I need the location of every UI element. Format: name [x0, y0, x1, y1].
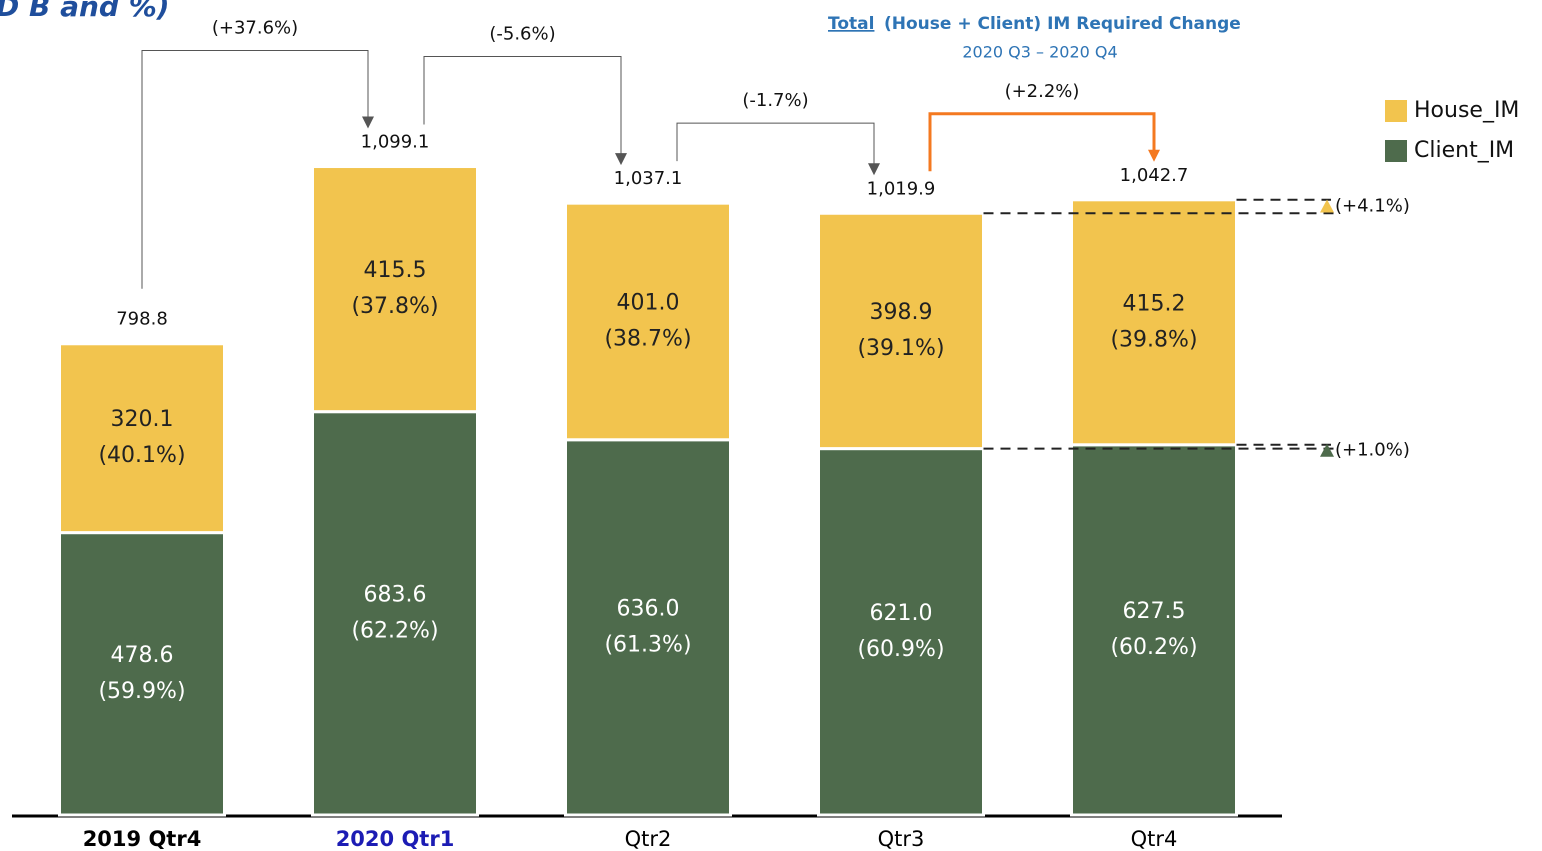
percent-label: (38.7%): [604, 326, 691, 351]
legend-swatch: [1385, 100, 1407, 122]
x-tick-label: 2019 Qtr4: [83, 827, 202, 851]
bar-segment: [564, 438, 732, 817]
change-label: (-5.6%): [489, 24, 555, 45]
header-underlined: Total: [828, 14, 874, 34]
change-label: (-1.7%): [742, 90, 808, 111]
total-label: 1,037.1: [614, 168, 683, 189]
percent-label: (39.8%): [1110, 327, 1197, 352]
percent-label: (61.3%): [604, 632, 691, 657]
bar-segment: [564, 201, 732, 442]
legend-label: House_IM: [1414, 98, 1519, 123]
value-label: 478.6: [111, 643, 174, 668]
arrow-head: [615, 153, 627, 166]
change-triangle: [1320, 199, 1334, 213]
percent-label: (60.2%): [1110, 635, 1197, 660]
value-label: 627.5: [1123, 599, 1186, 624]
change-label: (+2.2%): [1005, 81, 1080, 102]
bar-segment: [58, 531, 226, 817]
value-label: 636.0: [617, 596, 680, 621]
percent-label: (40.1%): [98, 443, 185, 468]
legend-label: Client_IM: [1414, 138, 1514, 163]
value-label: 320.1: [111, 407, 174, 432]
legend-swatch: [1385, 140, 1407, 162]
series-change-label: (+1.0%): [1335, 440, 1410, 461]
bar-segment: [1070, 443, 1238, 817]
value-label: 401.0: [617, 290, 680, 315]
percent-label: (39.1%): [857, 336, 944, 361]
total-label: 798.8: [116, 309, 168, 330]
bar-segment: [1070, 198, 1238, 447]
change-bracket: [141, 50, 369, 289]
change-bracket: [423, 56, 622, 156]
x-tick-label: 2020 Qtr1: [336, 827, 455, 851]
value-label: 415.5: [364, 258, 427, 283]
percent-label: (62.2%): [351, 618, 438, 643]
percent-label: (60.9%): [857, 637, 944, 662]
arrow-head: [868, 163, 880, 176]
change-bracket: [676, 122, 875, 166]
subtitle: 2020 Q3 – 2020 Q4: [962, 43, 1117, 62]
change-triangle: [1320, 443, 1334, 457]
value-label: 621.0: [870, 601, 933, 626]
arrow-head: [362, 116, 374, 129]
x-tick-label: Qtr2: [625, 827, 672, 851]
percent-label: (37.8%): [351, 294, 438, 319]
value-label: 415.2: [1123, 291, 1186, 316]
arrow-head: [1148, 149, 1160, 162]
bar-segment: [58, 342, 226, 535]
series-change-label: (+4.1%): [1335, 196, 1410, 217]
bar-segment: [817, 447, 985, 817]
bar-segment: [817, 211, 985, 451]
header: (House + Client) IM Required Change: [884, 14, 1241, 34]
bar-segment: [311, 410, 479, 817]
chart-title: D B and %): [0, 0, 170, 23]
value-label: 683.6: [364, 582, 427, 607]
x-tick-label: Qtr3: [878, 827, 925, 851]
value-label: 398.9: [870, 300, 933, 325]
percent-label: (59.9%): [98, 679, 185, 704]
total-label: 1,042.7: [1120, 165, 1189, 186]
total-label: 1,019.9: [867, 178, 936, 199]
total-label: 1,099.1: [361, 132, 430, 153]
bar-segment: [311, 165, 479, 414]
change-bracket: [928, 112, 1156, 172]
x-tick-label: Qtr4: [1131, 827, 1178, 851]
change-label: (+37.6%): [212, 18, 298, 39]
